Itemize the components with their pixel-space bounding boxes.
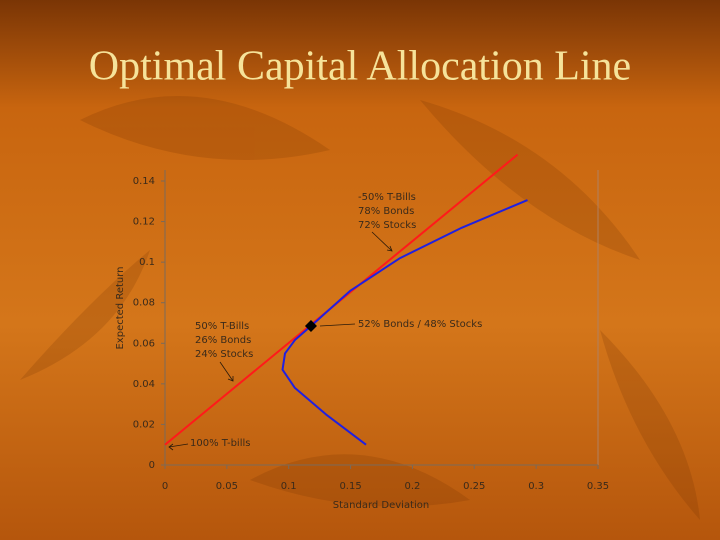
y-tick-label: 0.08	[133, 298, 155, 309]
y-tick-label: 0	[149, 460, 155, 471]
annotation: 26% Bonds	[195, 335, 251, 346]
leaf-pattern	[20, 96, 700, 520]
y-tick-label: 0.1	[139, 257, 155, 268]
y-tick-label: 0.14	[133, 176, 155, 187]
annotation: 52% Bonds / 48% Stocks	[358, 319, 482, 330]
x-tick-label: 0.2	[404, 481, 420, 492]
x-tick-label: 0.35	[587, 481, 609, 492]
x-tick-label: 0.1	[281, 481, 297, 492]
annotation: 72% Stocks	[358, 220, 416, 231]
tangent-point	[304, 320, 317, 333]
x-tick-label: 0.25	[463, 481, 485, 492]
x-tick-label: 0.15	[339, 481, 361, 492]
annotation: 78% Bonds	[358, 206, 414, 217]
y-tick-label: 0.02	[133, 419, 155, 430]
annotation: 24% Stocks	[195, 349, 253, 360]
annotation: 50% T-Bills	[195, 321, 249, 332]
y-tick-label: 0.12	[133, 217, 155, 228]
y-tick-label: 0.04	[133, 379, 155, 390]
series-line	[281, 199, 528, 446]
x-tick-label: 0.3	[528, 481, 544, 492]
annotation-arrows	[168, 231, 393, 451]
annotation: 100% T-bills	[190, 438, 250, 449]
title: Optimal Capital Allocation Line	[89, 44, 631, 90]
annotation: -50% T-Bills	[358, 192, 416, 203]
x-tick-label: 0.05	[216, 481, 238, 492]
y-tick-label: 0.06	[133, 338, 155, 349]
x-tick-label: 0	[162, 481, 168, 492]
x-axis-label: Standard Deviation	[333, 500, 430, 511]
y-axis-label: Expected Return	[115, 266, 126, 349]
